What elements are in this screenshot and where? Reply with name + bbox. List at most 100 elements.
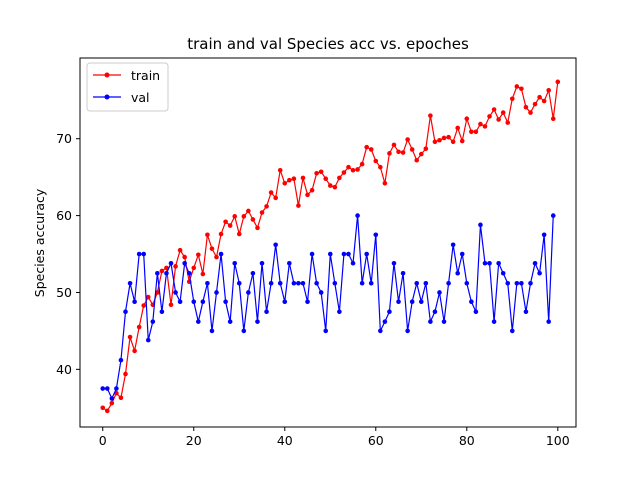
data-point-val [450,242,456,248]
plot-area-frame [79,57,577,428]
data-point-val [264,309,269,314]
data-point-val [182,260,187,266]
data-point-train [450,139,456,145]
data-point-val [455,270,460,276]
data-point-train [145,294,151,300]
data-point-val [509,328,515,334]
data-point-train [182,254,187,260]
data-point-val [309,251,315,257]
data-point-train [473,129,479,135]
data-point-train [277,167,283,173]
data-point-train [528,110,533,115]
data-point-val [523,309,529,314]
data-point-val [418,299,424,304]
data-point-val [368,280,374,286]
data-point-val [528,280,533,286]
data-point-train [505,120,511,125]
data-point-val [423,280,429,286]
data-point-train [246,208,251,214]
data-point-train [105,408,110,414]
data-point-train [346,164,351,170]
data-point-val [323,328,329,334]
data-point-val [500,270,506,276]
data-point-val [382,319,388,324]
data-point-train [491,107,497,112]
data-point-val [378,328,383,334]
data-point-train [459,138,465,144]
data-point-val [441,319,447,324]
data-point-train [300,175,306,181]
data-point-train [432,139,438,145]
data-point-val [273,242,278,248]
data-point-val [541,232,547,238]
data-point-val [414,280,420,286]
data-point-val [196,319,201,324]
data-point-val [387,309,392,314]
data-point-train [341,170,347,175]
data-point-val [346,251,351,257]
data-point-train [437,137,442,143]
series-val [100,213,556,401]
tick-layer: 0 20 40 60 80 100 40 50 60 70 [56,131,570,448]
data-point-val [168,260,174,266]
data-point-val [132,299,137,304]
data-point-val [141,251,147,257]
data-point-val [282,299,288,304]
data-point-train [282,181,288,186]
data-point-val [537,270,542,276]
data-point-val [227,319,233,324]
data-point-train [509,96,515,102]
data-point-train [337,175,342,181]
legend-val-marker [104,94,110,100]
data-point-val [409,299,415,304]
data-point-val [164,270,169,276]
data-point-train [164,265,169,271]
data-point-val [191,299,197,304]
data-point-train [418,151,424,157]
data-point-val [259,260,265,266]
data-point-val [300,280,306,286]
data-point-train [387,151,392,156]
data-point-val [291,280,297,286]
data-point-train [350,167,356,173]
data-point-train [123,371,128,377]
data-point-train [218,231,224,237]
data-point-train [519,86,524,92]
data-point-train [177,247,183,253]
data-point-val [459,251,465,257]
series-train [100,79,561,414]
data-point-val [519,280,524,286]
data-point-val [391,260,397,266]
data-point-train [209,246,215,251]
data-point-val [296,280,301,286]
data-point-train [264,204,269,209]
y-tick-label: 70 [56,131,72,146]
data-point-val [514,280,520,286]
data-point-train [359,161,365,167]
data-point-train [205,232,210,238]
data-point-val [287,260,292,266]
data-point-train [532,101,538,107]
data-point-val [159,309,165,314]
data-point-train [396,149,401,155]
data-point-train [464,116,470,122]
data-point-val [114,386,119,391]
data-point-val [327,251,333,257]
y-tick-label: 50 [56,285,72,300]
data-point-train [428,113,433,118]
data-point-val [145,337,151,343]
data-point-val [186,270,192,276]
data-point-train [291,176,297,181]
data-point-val [478,222,483,228]
data-point-val [332,280,338,286]
data-point-train [555,79,561,85]
data-point-train [100,405,106,411]
x-tick-label: 0 [99,433,107,448]
data-point-train [537,94,542,100]
data-point-train [409,147,415,152]
data-point-train [223,219,228,225]
data-point-val [396,299,401,304]
data-point-val [123,309,128,314]
data-point-val [200,299,206,304]
data-point-val [373,232,379,238]
